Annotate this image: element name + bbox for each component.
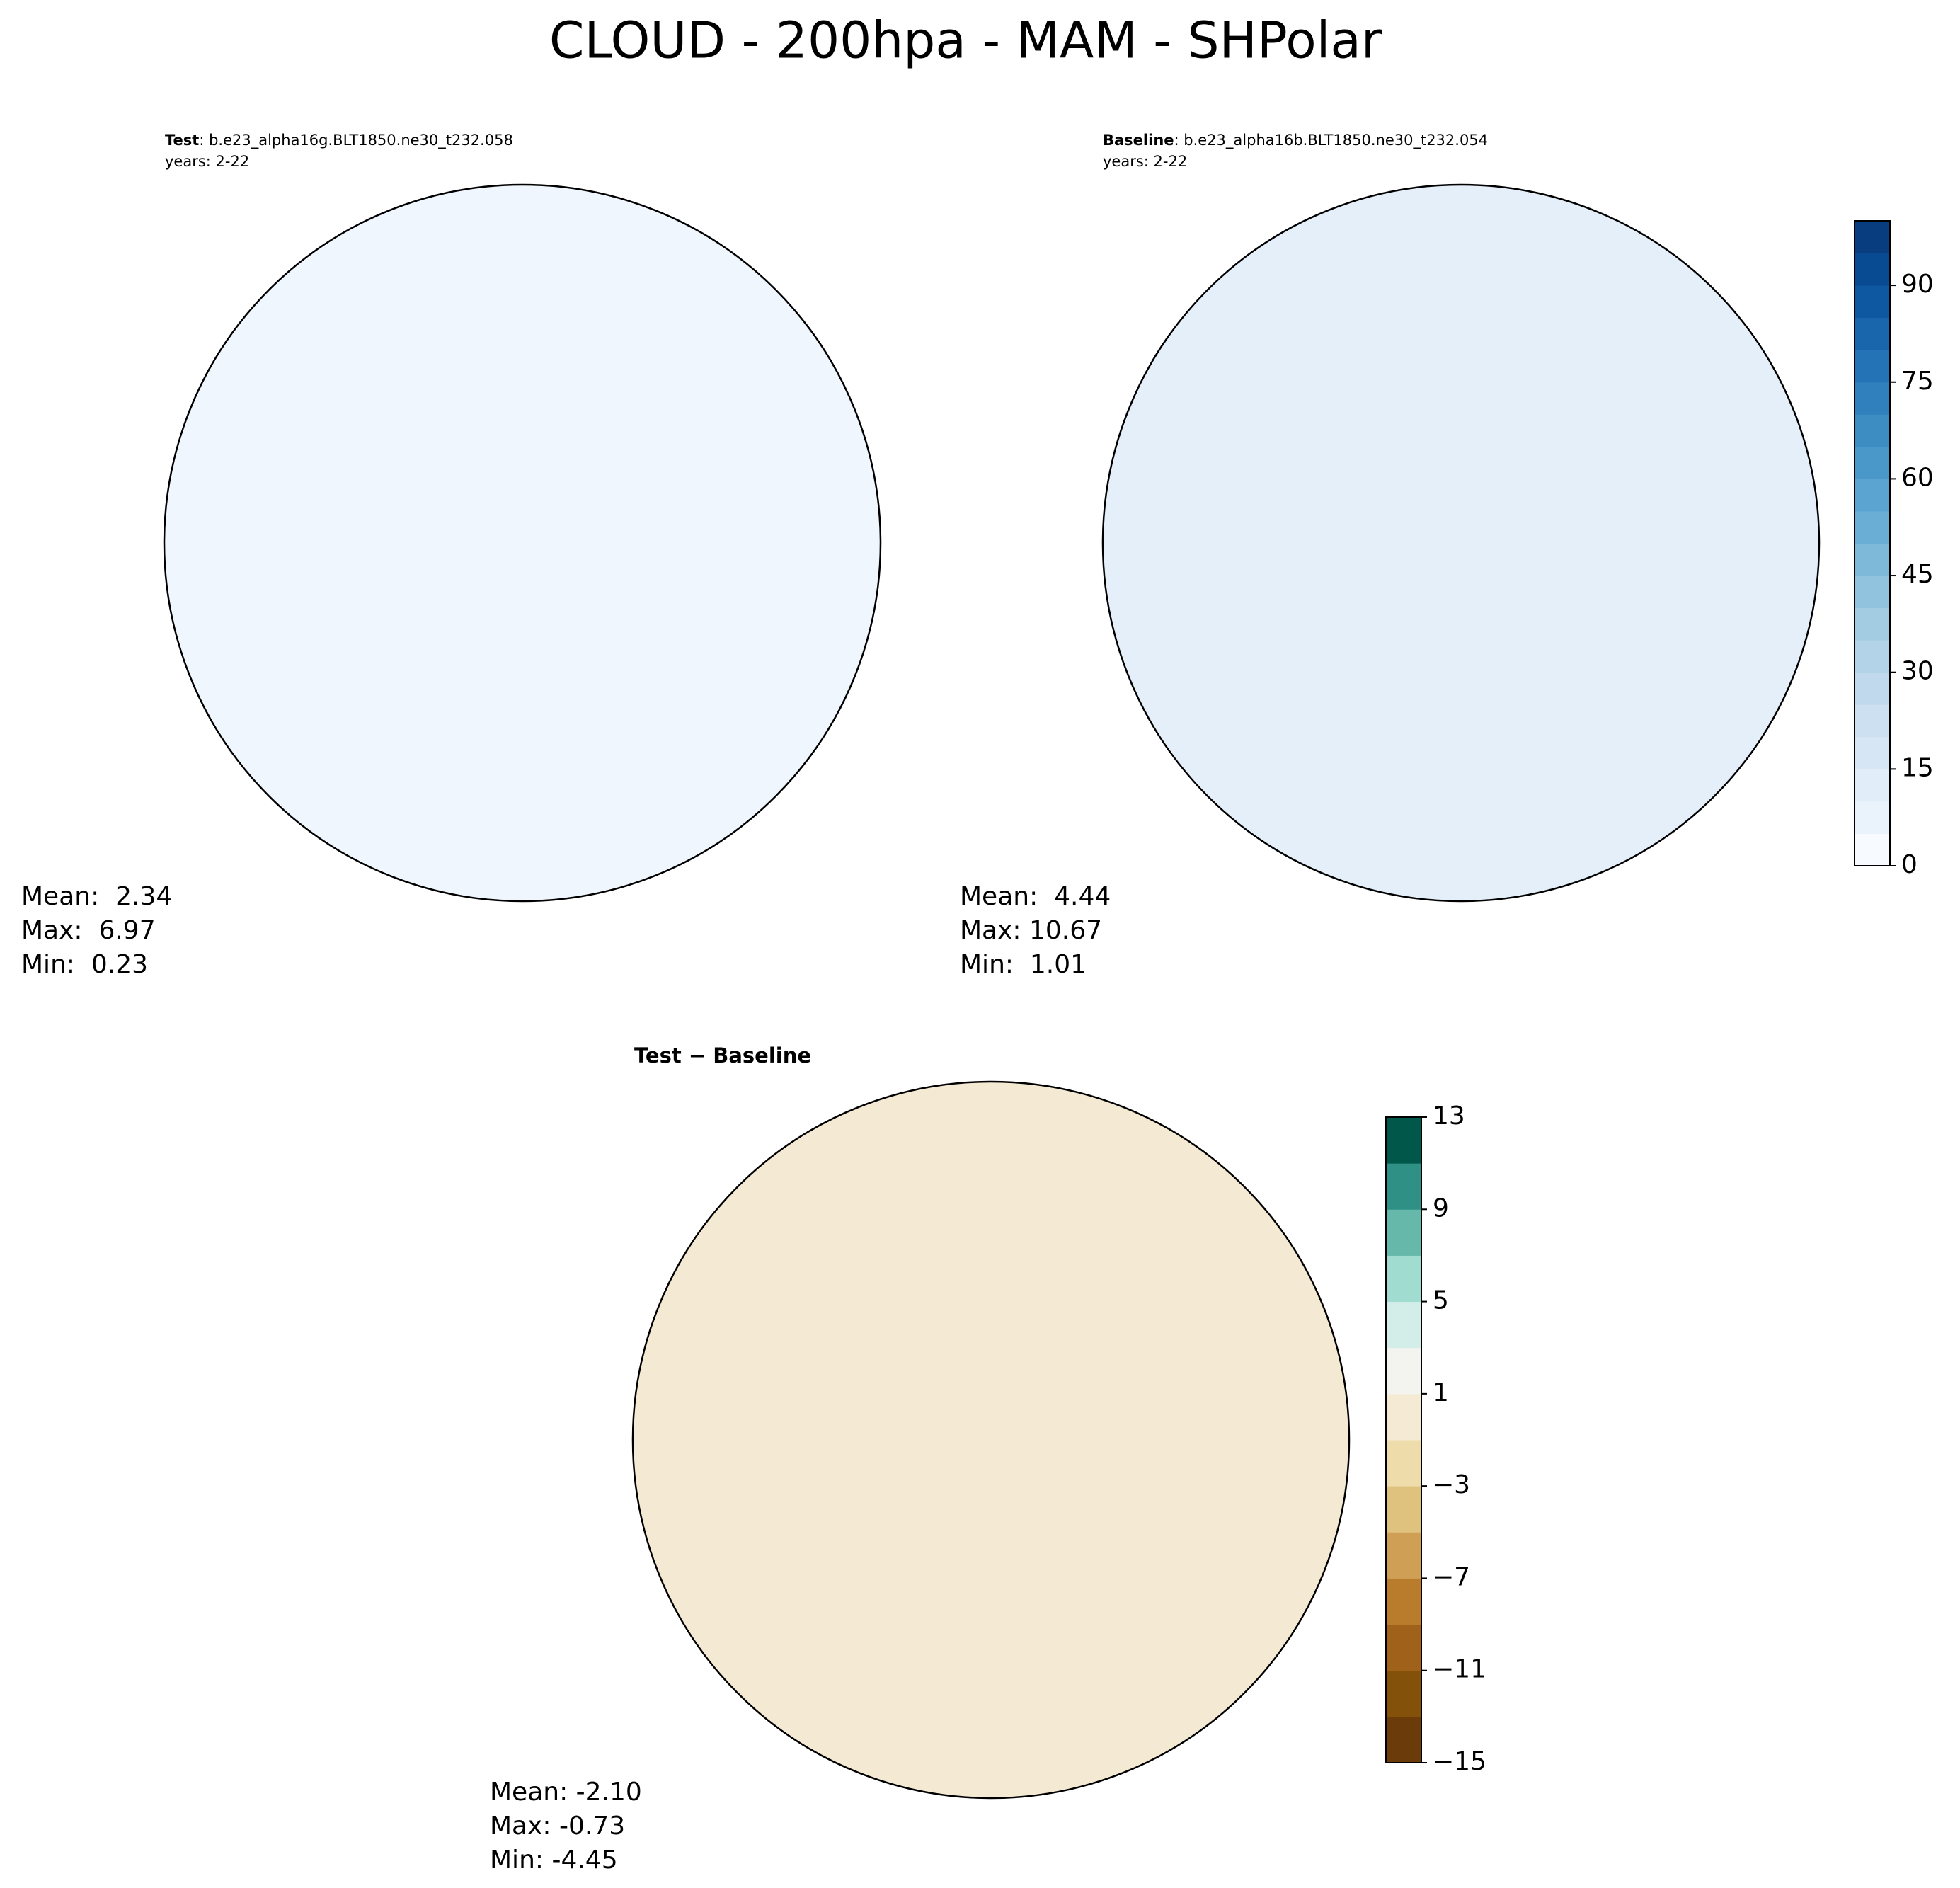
colorbar-band xyxy=(1386,1347,1421,1395)
colorbar-band xyxy=(1855,576,1890,609)
colorbar-tick-label: 1 xyxy=(1433,1378,1449,1407)
colorbar-band xyxy=(1855,350,1890,383)
panel-label: Test − Baseline xyxy=(634,1043,811,1068)
colorbar-tick-label: −7 xyxy=(1433,1562,1470,1591)
panel-case: : b.e23_alpha16g.BLT1850.ne30_t232.058 xyxy=(199,132,513,149)
colorbar-band xyxy=(1855,543,1890,576)
colorbar-band xyxy=(1855,510,1890,544)
colorbar-tick-label: 45 xyxy=(1901,560,1934,589)
map-background xyxy=(1103,185,1819,901)
panel-label: Baseline xyxy=(1103,132,1174,149)
colorbar-band xyxy=(1855,446,1890,479)
colorbar-band xyxy=(1386,1486,1421,1533)
colorbar-band xyxy=(1386,1440,1421,1487)
map-frame xyxy=(1101,183,1821,903)
colorbar-band xyxy=(1855,414,1890,447)
colorbar-tick-label: −11 xyxy=(1433,1655,1486,1684)
map-background xyxy=(633,1082,1349,1798)
stat-line: Max: -0.73 xyxy=(490,1812,625,1841)
panel-years: years: 2-22 xyxy=(165,153,249,170)
colorbar-band xyxy=(1855,607,1890,641)
colorbar-band xyxy=(1386,1209,1421,1256)
stat-line: Mean: 4.44 xyxy=(960,882,1111,911)
colorbar-band xyxy=(1386,1393,1421,1441)
colorbar-band xyxy=(1855,253,1890,286)
map-frame xyxy=(163,183,882,903)
colorbar-tick-label: 5 xyxy=(1433,1286,1449,1315)
colorbar-band xyxy=(1855,769,1890,802)
colorbar-tick-label: 9 xyxy=(1433,1194,1449,1223)
colorbar-band xyxy=(1855,382,1890,415)
panel-header: Baseline: b.e23_alpha16b.BLT1850.ne30_t2… xyxy=(1103,132,1488,149)
map-background xyxy=(164,185,881,901)
figure-title: CLOUD - 200hpa - MAM - SHPolar xyxy=(549,11,1382,70)
stat-line: Min: 0.23 xyxy=(21,950,148,979)
colorbar-tick-label: 30 xyxy=(1901,657,1934,686)
colorbar-tick-label: 15 xyxy=(1901,753,1934,782)
colorbar-band xyxy=(1386,1163,1421,1210)
colorbar-band xyxy=(1855,640,1890,673)
colorbar-band xyxy=(1855,479,1890,512)
colorbar-frame xyxy=(1854,220,1891,866)
colorbar-tick-label: 75 xyxy=(1901,367,1934,396)
colorbar-band xyxy=(1855,285,1890,319)
colorbar-band xyxy=(1386,1624,1421,1671)
colorbar-band xyxy=(1386,1532,1421,1579)
colorbar-tick-label: −3 xyxy=(1433,1470,1470,1499)
colorbar-band xyxy=(1386,1301,1421,1349)
colorbar-band xyxy=(1855,833,1890,866)
colorbar-band xyxy=(1386,1578,1421,1625)
colorbar-band xyxy=(1386,1255,1421,1303)
colorbar-tick-label: 0 xyxy=(1901,850,1918,879)
panel-header: Test: b.e23_alpha16g.BLT1850.ne30_t232.0… xyxy=(165,132,513,149)
colorbar-band xyxy=(1855,672,1890,705)
map-frame xyxy=(631,1080,1351,1800)
colorbar-tick-label: 90 xyxy=(1901,270,1934,299)
colorbar-band xyxy=(1855,736,1890,769)
stat-line: Mean: 2.34 xyxy=(21,882,172,911)
stat-line: Min: 1.01 xyxy=(960,950,1087,979)
stat-line: Max: 10.67 xyxy=(960,916,1102,945)
colorbar-frame xyxy=(1385,1116,1422,1763)
panel-label: Test xyxy=(165,132,199,149)
panel-years: years: 2-22 xyxy=(1103,153,1187,170)
colorbar-band xyxy=(1855,221,1890,254)
stat-line: Max: 6.97 xyxy=(21,916,156,945)
colorbar-band xyxy=(1855,801,1890,834)
colorbar-tick-label: 60 xyxy=(1901,463,1934,492)
colorbar-tick-label: 13 xyxy=(1433,1102,1465,1131)
colorbar-band xyxy=(1386,1716,1421,1763)
colorbar-band xyxy=(1855,704,1890,738)
colorbar-band xyxy=(1855,317,1890,350)
colorbar-band xyxy=(1386,1670,1421,1717)
colorbar-tick-label: −15 xyxy=(1433,1747,1486,1776)
stat-line: Mean: -2.10 xyxy=(490,1778,642,1807)
colorbar-band xyxy=(1386,1117,1421,1164)
stat-line: Min: -4.45 xyxy=(490,1846,618,1875)
panel-case: : b.e23_alpha16b.BLT1850.ne30_t232.054 xyxy=(1174,132,1489,149)
